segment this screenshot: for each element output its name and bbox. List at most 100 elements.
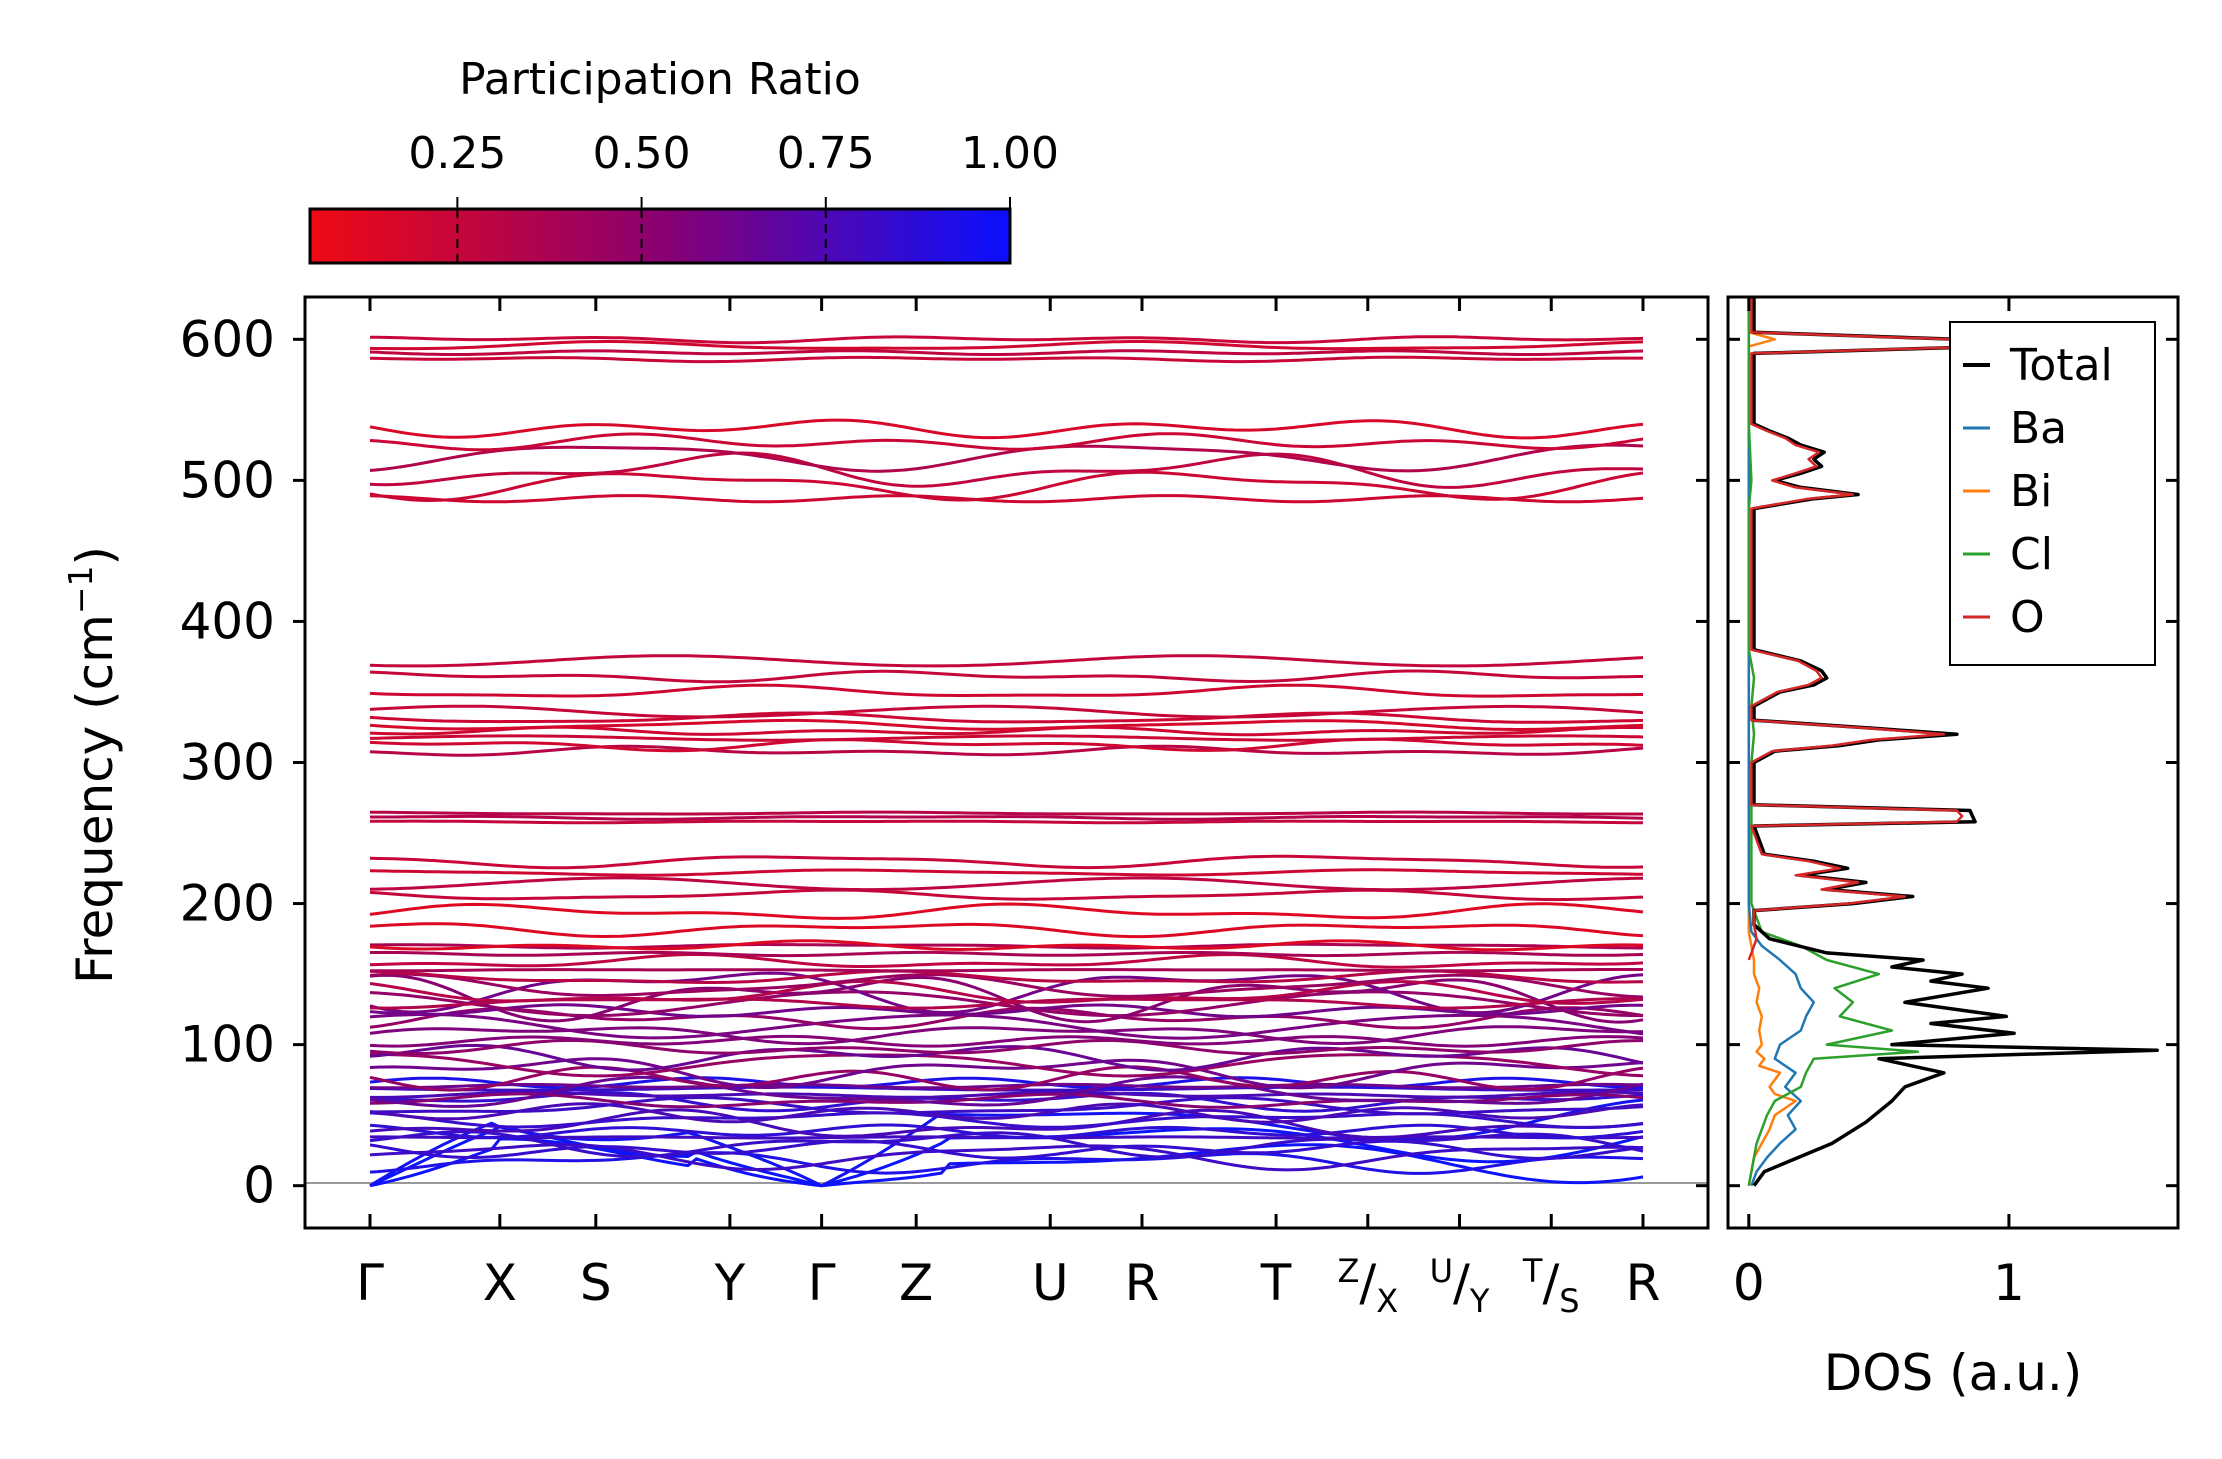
dos-line-o bbox=[1747, 297, 1992, 961]
phonon-band-262 bbox=[370, 819, 1643, 825]
dos-x-axis-label: DOS (a.u.) bbox=[1824, 1344, 2083, 1402]
x-tick-label-slash: / bbox=[1453, 1254, 1470, 1312]
y-tick-label: 100 bbox=[180, 1016, 275, 1074]
legend-label-o: O bbox=[2010, 592, 2045, 643]
phonon-bands bbox=[369, 335, 1644, 1188]
phonon-band-310-335 bbox=[369, 711, 1644, 724]
x-axis-ticks: Γ X S Y Γ Z U R T Z/XU/YT/S R bbox=[356, 297, 1660, 1320]
phonon-band-mid bbox=[369, 973, 1644, 1024]
phonon-band-488-538 bbox=[369, 432, 1644, 452]
phonon-band-488-538 bbox=[369, 443, 1644, 473]
y-axis-ticks: 0 100 200 300 400 500 600 bbox=[180, 310, 1708, 1215]
y-tick-label: 0 bbox=[243, 1157, 275, 1215]
phonon-band-low-optical bbox=[369, 1102, 1644, 1124]
phonon-band-low-optical bbox=[369, 1130, 1644, 1159]
phonon-band-310-335 bbox=[369, 718, 1644, 731]
x-tick-label-composite: T/S bbox=[1522, 1252, 1580, 1320]
phonon-band-mid bbox=[369, 971, 1644, 1015]
y-tick-label: 200 bbox=[180, 875, 275, 933]
legend-label-bi: Bi bbox=[2010, 466, 2052, 517]
x-tick-label-sup: U bbox=[1430, 1252, 1453, 1290]
phonon-band-upper-low bbox=[369, 953, 1644, 969]
phonon-band-mid bbox=[369, 1075, 1644, 1108]
phonon-band-262 bbox=[370, 810, 1643, 816]
phonon-band-mid bbox=[369, 1043, 1644, 1072]
phonon-band-mid bbox=[369, 1052, 1644, 1078]
phonon-band-acoustic bbox=[369, 1137, 1644, 1188]
y-tick-label: 600 bbox=[180, 310, 275, 368]
x-tick-label: Z bbox=[899, 1254, 933, 1312]
x-tick-label-sup: Z bbox=[1337, 1252, 1359, 1290]
phonon-band-low-optical bbox=[369, 1108, 1644, 1139]
dos-legend: Total Ba Bi Cl O bbox=[1949, 321, 2156, 666]
x-tick-label: T bbox=[1260, 1254, 1292, 1312]
phonon-band-488-538 bbox=[369, 494, 1644, 504]
x-tick-label: S bbox=[580, 1254, 612, 1312]
phonon-band-low-optical bbox=[369, 1123, 1644, 1140]
phonon-band-mid bbox=[369, 1025, 1644, 1046]
legend-label-cl: Cl bbox=[2010, 529, 2053, 580]
dos-line-bi bbox=[1747, 297, 1797, 1186]
phonon-band-210-230 bbox=[369, 868, 1644, 877]
colorbar-tick-label: 0.50 bbox=[593, 128, 691, 179]
dos-line-ba bbox=[1747, 297, 1816, 1187]
legend-label-total: Total bbox=[2009, 340, 2113, 391]
x-tick-label: R bbox=[1626, 1254, 1661, 1312]
phonon-band-mid bbox=[369, 1057, 1644, 1090]
phonon-band-350-372 bbox=[369, 683, 1643, 698]
legend-frame bbox=[1949, 321, 2156, 666]
colorbar-title: Participation Ratio bbox=[459, 54, 861, 105]
phonon-band-310-335 bbox=[369, 744, 1644, 757]
phonon-band-low-optical bbox=[369, 1143, 1644, 1172]
y-axis-label-sup: −1 bbox=[61, 565, 100, 614]
x-tick-label: R bbox=[1125, 1254, 1160, 1312]
dos-x-tick-label: 0 bbox=[1733, 1254, 1765, 1312]
phonon-band-mid bbox=[369, 1006, 1644, 1031]
y-tick-label: 500 bbox=[180, 451, 275, 509]
phonon-band-310-335 bbox=[369, 704, 1644, 719]
x-tick-label: Y bbox=[714, 1254, 746, 1312]
phonon-band-585-600 bbox=[369, 355, 1643, 364]
dos-line-cl bbox=[1747, 297, 1920, 1186]
dos-curves bbox=[1747, 297, 2159, 1187]
legend-label-ba: Ba bbox=[2010, 403, 2067, 454]
x-tick-label: Γ bbox=[808, 1254, 836, 1312]
phonon-band-310-335 bbox=[369, 734, 1644, 742]
phonon-band-488-538 bbox=[369, 451, 1644, 489]
phonon-band-210-230 bbox=[369, 876, 1644, 892]
phonon-band-585-600 bbox=[369, 335, 1644, 345]
x-tick-label-sub: X bbox=[1376, 1282, 1398, 1320]
x-tick-label-sub: S bbox=[1559, 1282, 1579, 1320]
colorbar-tick-label: 0.25 bbox=[408, 128, 506, 179]
y-axis-label: Frequency (cm−1) bbox=[61, 546, 124, 984]
phonon-band-585-600 bbox=[369, 349, 1644, 356]
y-axis-label-close: ) bbox=[66, 546, 124, 566]
x-tick-label-composite: U/Y bbox=[1430, 1252, 1490, 1320]
y-tick-label: 400 bbox=[180, 592, 275, 650]
phonon-band-350-372 bbox=[369, 654, 1644, 668]
phonon-band-585-600 bbox=[369, 340, 1644, 351]
phonon-band-upper-low bbox=[370, 968, 1643, 973]
y-tick-label: 300 bbox=[180, 734, 275, 792]
phonon-band-mid bbox=[369, 990, 1643, 1018]
phonon-band-upper-low bbox=[369, 997, 1643, 1010]
colorbar bbox=[308, 207, 1012, 265]
phonon-band-low-optical bbox=[369, 1151, 1644, 1175]
phonon-band-175-195 bbox=[369, 939, 1644, 952]
phonon-band-low-optical bbox=[369, 1096, 1644, 1116]
phonon-band-175-195 bbox=[369, 922, 1644, 939]
phonon-band-upper-low bbox=[369, 979, 1644, 1005]
phonon-band-upper-low bbox=[369, 972, 1644, 999]
dos-line-total bbox=[1752, 297, 2159, 1187]
x-tick-label: U bbox=[1032, 1254, 1069, 1312]
x-tick-label-slash: / bbox=[1359, 1254, 1376, 1312]
x-tick-label-sup: T bbox=[1522, 1252, 1543, 1290]
phonon-band-175-195 bbox=[369, 902, 1644, 920]
phonon-band-upper-low bbox=[370, 950, 1644, 958]
phonon-band-mid bbox=[369, 1082, 1644, 1090]
x-tick-label-slash: / bbox=[1542, 1254, 1559, 1312]
